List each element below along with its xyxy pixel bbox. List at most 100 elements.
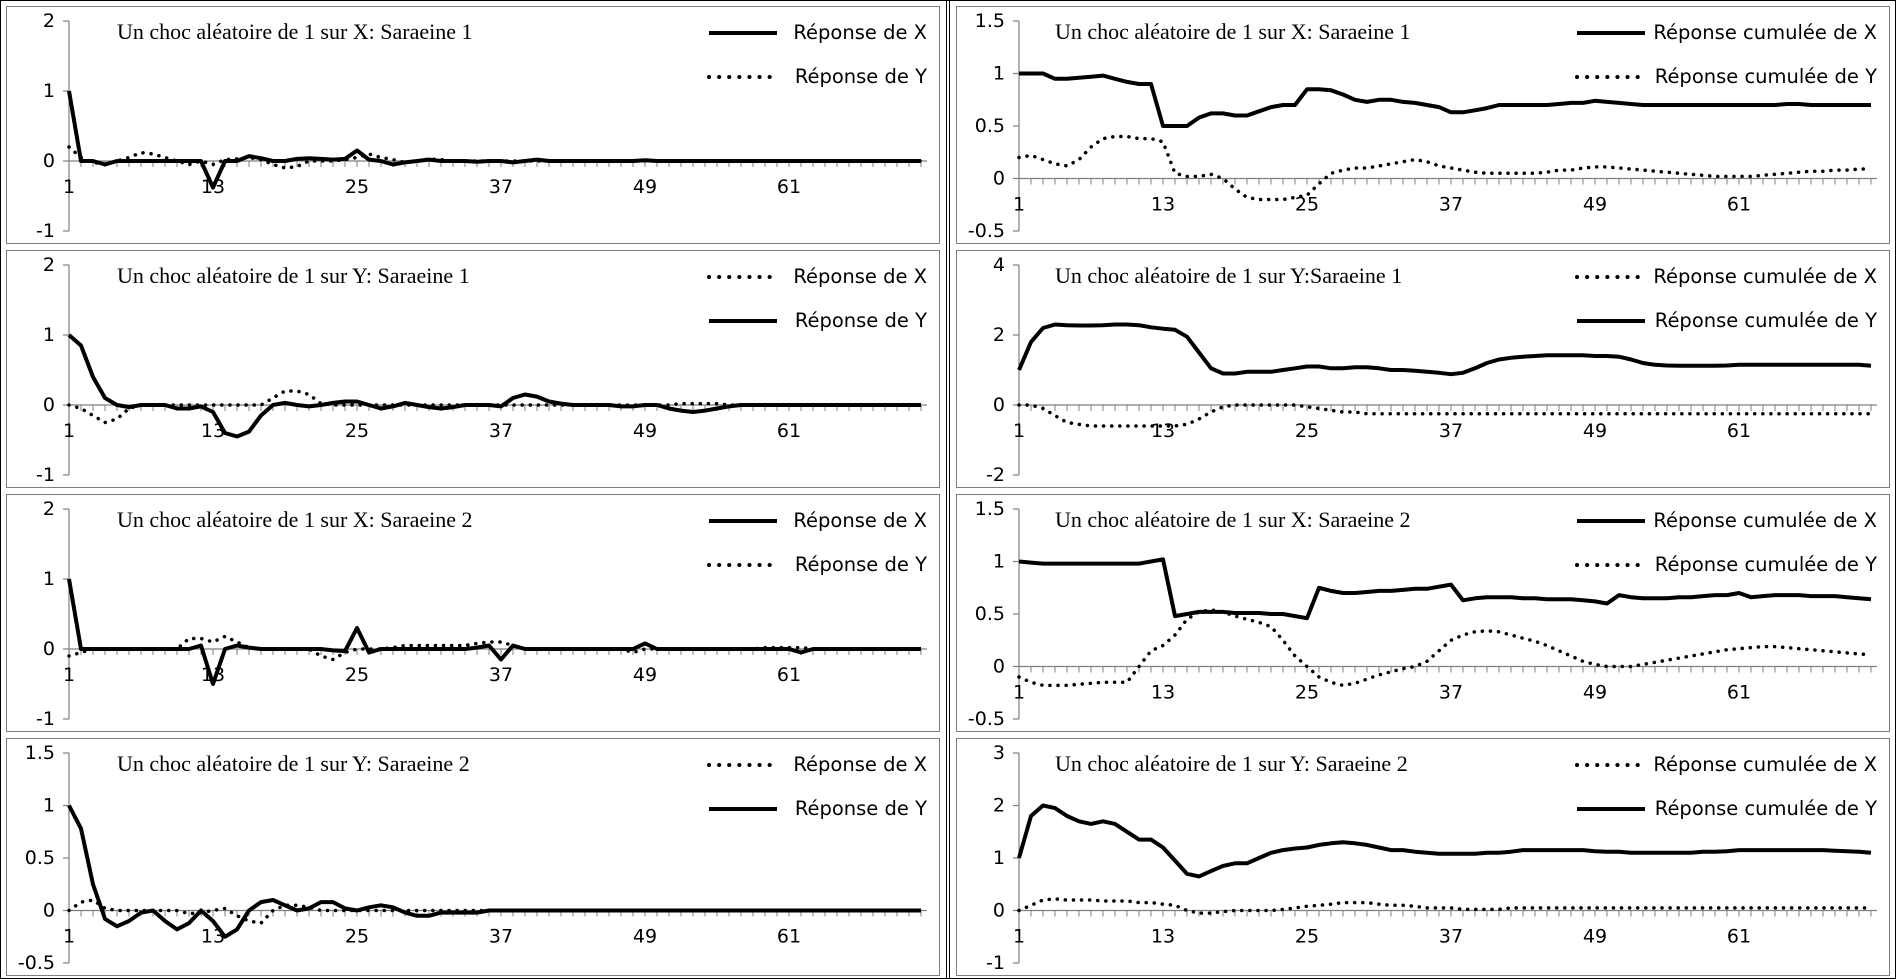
x-tick-label: 25 — [1295, 420, 1319, 442]
series-line-dotted — [1017, 134, 1873, 202]
x-tick-label: 13 — [1151, 682, 1175, 704]
chart-svg: -2 0 2 4 1 13 25 37 49 61 Un choc aléatoire de 1 s… — [986, 254, 1877, 486]
chart-x-shock-s2-cumulative: -0.5 0 0.5 1 1.5 1 13 25 37 49 61 Un choc aléatoire… — [956, 494, 1890, 732]
x-tick-label: 61 — [777, 420, 801, 442]
x-tick-label: 61 — [1727, 420, 1751, 442]
y-tick-label: 3 — [993, 742, 1005, 764]
series-line-dotted — [1017, 403, 1873, 428]
y-tick-label: 2 — [43, 498, 55, 520]
y-tick-label: 0 — [43, 394, 55, 416]
legend-label: Réponse cumulée de Y — [1655, 553, 1877, 576]
x-tick-label: 49 — [1583, 420, 1607, 442]
x-tick-label: 1 — [63, 926, 75, 948]
series-line-solid — [1018, 557, 1872, 621]
chart-y-shock-s2-response: -0.5 0 0.5 1 1.5 1 13 25 37 49 61 Un choc aléatoire… — [6, 738, 940, 976]
legend-label: Réponse de Y — [795, 553, 927, 576]
x-tick-label: 13 — [1151, 194, 1175, 216]
series-line-dotted — [67, 145, 923, 170]
chart-title: Un choc aléatoire de 1 sur X: Saraeine 1 — [117, 19, 473, 44]
series-line-dotted — [1017, 608, 1873, 688]
chart-svg: -0.5 0 0.5 1 1.5 1 13 25 37 49 61 Un choc aléatoire… — [968, 10, 1877, 242]
y-tick-label: 2 — [993, 324, 1005, 346]
x-tick-label: 37 — [1439, 926, 1463, 948]
x-tick-label: 25 — [345, 926, 369, 948]
chart-y-shock-s1-cumulative: -2 0 2 4 1 13 25 37 49 61 Un choc aléatoire de 1 s… — [956, 250, 1890, 488]
x-tick-label: 37 — [1439, 682, 1463, 704]
y-tick-label: 1 — [43, 80, 55, 102]
chart-y-shock-s1-response: -1 0 1 2 1 13 25 37 49 61 Un choc aléatoire de 1 s… — [6, 250, 940, 488]
y-tick-label: 0.5 — [25, 847, 55, 869]
x-tick-label: 37 — [489, 420, 513, 442]
y-tick-label: -1 — [36, 708, 55, 730]
y-tick-label: 1 — [43, 568, 55, 590]
series-line-dotted — [67, 634, 923, 662]
x-tick-label: 61 — [777, 176, 801, 198]
y-tick-label: 1 — [993, 551, 1005, 573]
y-tick-label: 0 — [43, 150, 55, 172]
y-tick-label: 0 — [43, 900, 55, 922]
x-tick-label: 49 — [1583, 194, 1607, 216]
legend-label: Réponse cumulée de X — [1653, 509, 1877, 532]
y-tick-label: -0.5 — [968, 220, 1005, 242]
chart-title: Un choc aléatoire de 1 sur Y:Saraeine 1 — [1055, 263, 1402, 288]
legend-label: Réponse cumulée de Y — [1655, 65, 1877, 88]
x-tick-label: 1 — [63, 664, 75, 686]
x-tick-label: 61 — [777, 926, 801, 948]
y-tick-label: 0 — [993, 394, 1005, 416]
x-tick-label: 1 — [1013, 682, 1025, 704]
series-line-dotted — [1017, 897, 1873, 915]
legend-label: Réponse cumulée de Y — [1655, 309, 1877, 332]
y-tick-label: 0.5 — [975, 603, 1005, 625]
legend-label: Réponse cumulée de X — [1653, 753, 1877, 776]
x-tick-label: 61 — [1727, 194, 1751, 216]
legend-label: Réponse de Y — [795, 65, 927, 88]
y-tick-label: -1 — [36, 220, 55, 242]
y-tick-label: 4 — [993, 254, 1005, 276]
x-tick-label: 61 — [777, 664, 801, 686]
x-tick-label: 1 — [63, 176, 75, 198]
y-tick-label: -1 — [986, 952, 1005, 974]
x-tick-label: 1 — [1013, 194, 1025, 216]
chart-title: Un choc aléatoire de 1 sur X: Saraeine 1 — [1055, 19, 1411, 44]
series-line-solid — [1019, 71, 1871, 128]
y-tick-label: -0.5 — [18, 952, 55, 974]
series-line-solid — [1017, 322, 1872, 377]
y-tick-label: 1 — [993, 63, 1005, 85]
legend-label: Réponse de Y — [795, 309, 927, 332]
y-tick-label: 1.5 — [975, 10, 1005, 32]
x-tick-label: 49 — [1583, 926, 1607, 948]
y-tick-label: 1 — [43, 324, 55, 346]
y-tick-label: -0.5 — [968, 708, 1005, 730]
y-tick-label: 0.5 — [975, 115, 1005, 137]
x-tick-label: 13 — [201, 926, 225, 948]
chart-x-shock-s2-response: -1 0 1 2 1 13 25 37 49 61 Un choc aléatoire de 1 s… — [6, 494, 940, 732]
y-tick-label: 2 — [993, 795, 1005, 817]
series-line-solid — [67, 333, 921, 439]
legend-label: Réponse cumulée de X — [1653, 21, 1877, 44]
x-tick-label: 25 — [345, 176, 369, 198]
chart-x-shock-s1-response: -1 0 1 2 1 13 25 37 49 61 Un choc aléatoire de 1 s… — [6, 6, 940, 244]
x-tick-label: 37 — [489, 664, 513, 686]
y-tick-label: 2 — [43, 10, 55, 32]
x-tick-label: 61 — [1727, 682, 1751, 704]
y-tick-label: 0 — [993, 168, 1005, 190]
y-tick-label: 0 — [43, 638, 55, 660]
series-line-solid — [1017, 803, 1872, 879]
x-tick-label: 1 — [1013, 420, 1025, 442]
x-tick-label: 49 — [633, 926, 657, 948]
x-tick-label: 1 — [1013, 926, 1025, 948]
legend-label: Réponse de X — [793, 509, 927, 532]
x-tick-label: 25 — [345, 664, 369, 686]
chart-svg: -0.5 0 0.5 1 1.5 1 13 25 37 49 61 Un choc aléatoire… — [968, 498, 1877, 730]
chart-x-shock-s1-cumulative: -0.5 0 0.5 1 1.5 1 13 25 37 49 61 Un choc aléatoire… — [956, 6, 1890, 244]
chart-title: Un choc aléatoire de 1 sur Y: Saraeine 1 — [117, 263, 470, 288]
y-tick-label: 1.5 — [25, 742, 55, 764]
x-tick-label: 25 — [1295, 926, 1319, 948]
x-tick-label: 49 — [1583, 682, 1607, 704]
x-tick-label: 1 — [63, 420, 75, 442]
chart-title: Un choc aléatoire de 1 sur X: Saraeine 2 — [1055, 507, 1411, 532]
legend-label: Réponse de X — [793, 21, 927, 44]
x-tick-label: 49 — [633, 420, 657, 442]
